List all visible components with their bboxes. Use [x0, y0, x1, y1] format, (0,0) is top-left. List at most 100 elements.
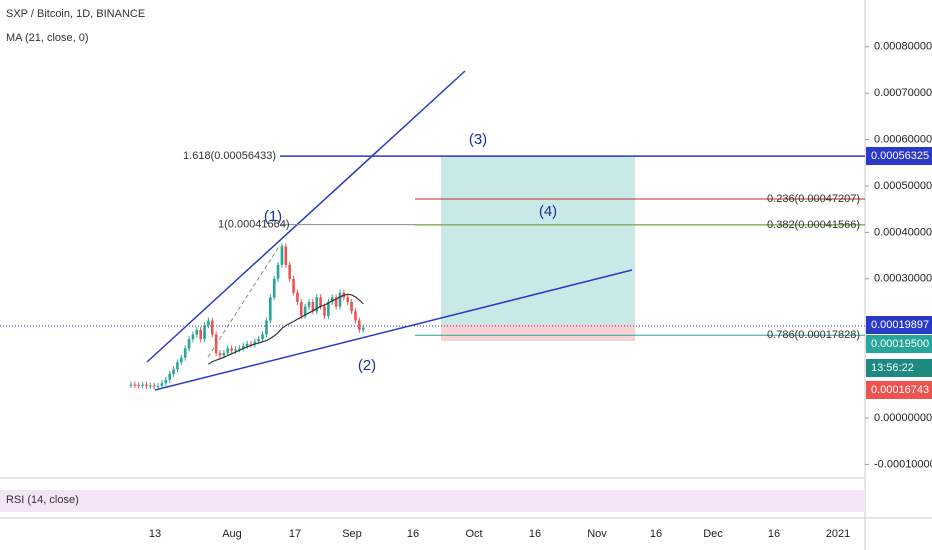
ma-line	[208, 293, 364, 365]
candle	[288, 264, 291, 279]
candle	[156, 385, 160, 387]
candle	[253, 341, 257, 345]
fib-label: 1.618(0.00056433)	[183, 150, 276, 162]
candle	[164, 379, 168, 384]
fib-trend	[207, 244, 281, 358]
candle	[218, 353, 222, 356]
candle	[361, 327, 365, 330]
candle	[222, 353, 226, 356]
candle	[176, 362, 179, 370]
candle	[172, 369, 175, 374]
candle	[160, 383, 164, 386]
candle	[152, 385, 156, 387]
candle	[265, 320, 268, 335]
price-label: 0.00070000	[874, 87, 932, 99]
time-label: 16	[407, 528, 419, 540]
price-label: 0.00080000	[874, 41, 932, 53]
ma-label: MA (21, close, 0)	[6, 32, 89, 44]
time-label: Aug	[222, 528, 242, 540]
candle	[269, 297, 272, 321]
candle	[145, 384, 148, 386]
fib-label: 1(0.00041664)	[218, 219, 290, 231]
stop-zone	[441, 324, 635, 341]
fib-label: 0.786(0.00017828)	[767, 329, 860, 341]
candle	[350, 302, 353, 312]
candle	[199, 329, 202, 340]
time-label: Oct	[465, 528, 482, 540]
price-tag	[866, 147, 932, 165]
candle	[195, 329, 199, 335]
price-tag	[866, 335, 932, 353]
candle	[187, 339, 191, 349]
price-label: 0.00030000	[874, 273, 932, 285]
candle	[280, 246, 284, 265]
candle	[133, 384, 137, 386]
candle	[241, 346, 245, 349]
candle	[354, 311, 357, 321]
candle	[238, 348, 241, 350]
price-tag-label: 0.00019500	[871, 338, 929, 350]
candle	[129, 384, 133, 386]
time-label: 16	[650, 528, 662, 540]
candle	[330, 297, 334, 302]
candle	[137, 385, 141, 387]
trend-line-upper	[146, 70, 466, 363]
candle	[319, 297, 322, 307]
candle	[191, 334, 195, 340]
candle	[257, 339, 261, 342]
candle	[338, 292, 342, 307]
candle	[180, 357, 183, 363]
time-label: 13	[149, 528, 161, 540]
target-zone	[441, 156, 635, 324]
candle	[149, 385, 152, 387]
candle	[315, 297, 319, 312]
price-label: 0.00060000	[874, 134, 932, 146]
candle	[311, 302, 315, 312]
price-tag	[866, 381, 932, 399]
time-label: 17	[289, 528, 301, 540]
candle	[249, 343, 253, 345]
candle	[327, 302, 330, 316]
price-label: 0.00050000	[874, 180, 932, 192]
candle	[203, 325, 206, 340]
candle	[234, 349, 237, 351]
candle	[307, 302, 311, 307]
candle	[299, 302, 303, 316]
candle	[168, 373, 171, 380]
fib-label: 0.382(0.00041566)	[767, 219, 860, 231]
wave-label: (2)	[358, 357, 376, 374]
candle	[141, 384, 144, 386]
candle	[276, 264, 280, 279]
candle	[245, 343, 249, 347]
price-tag-label: 13:56:22	[871, 362, 914, 374]
candle	[272, 278, 276, 298]
candle	[303, 306, 307, 316]
fib-label: 0.236(0.00047207)	[767, 193, 860, 205]
time-label: Nov	[587, 528, 607, 540]
rsi-label: RSI (14, close)	[6, 494, 79, 506]
candle	[284, 246, 288, 265]
candle	[358, 320, 361, 330]
candle	[226, 348, 230, 354]
price-label: -0.00010000	[874, 458, 932, 470]
candle	[346, 297, 350, 302]
price-tag	[866, 316, 932, 334]
price-tag	[866, 359, 932, 377]
candle	[261, 334, 264, 340]
rsi-band	[0, 490, 865, 512]
candle	[292, 278, 295, 293]
time-label: 16	[768, 528, 780, 540]
candle	[323, 306, 326, 316]
candle	[214, 334, 218, 354]
wave-label: (4)	[539, 203, 557, 220]
wave-label: (1)	[264, 208, 282, 225]
price-label: 0.00040000	[874, 226, 932, 238]
time-label: Sep	[342, 528, 362, 540]
candle	[210, 320, 214, 335]
price-tag-label: 0.00016743	[871, 384, 929, 396]
time-label: Dec	[703, 528, 723, 540]
price-tag-label: 0.00056325	[871, 150, 929, 162]
trend-line-lower	[154, 269, 633, 391]
time-label: 2021	[826, 528, 850, 540]
